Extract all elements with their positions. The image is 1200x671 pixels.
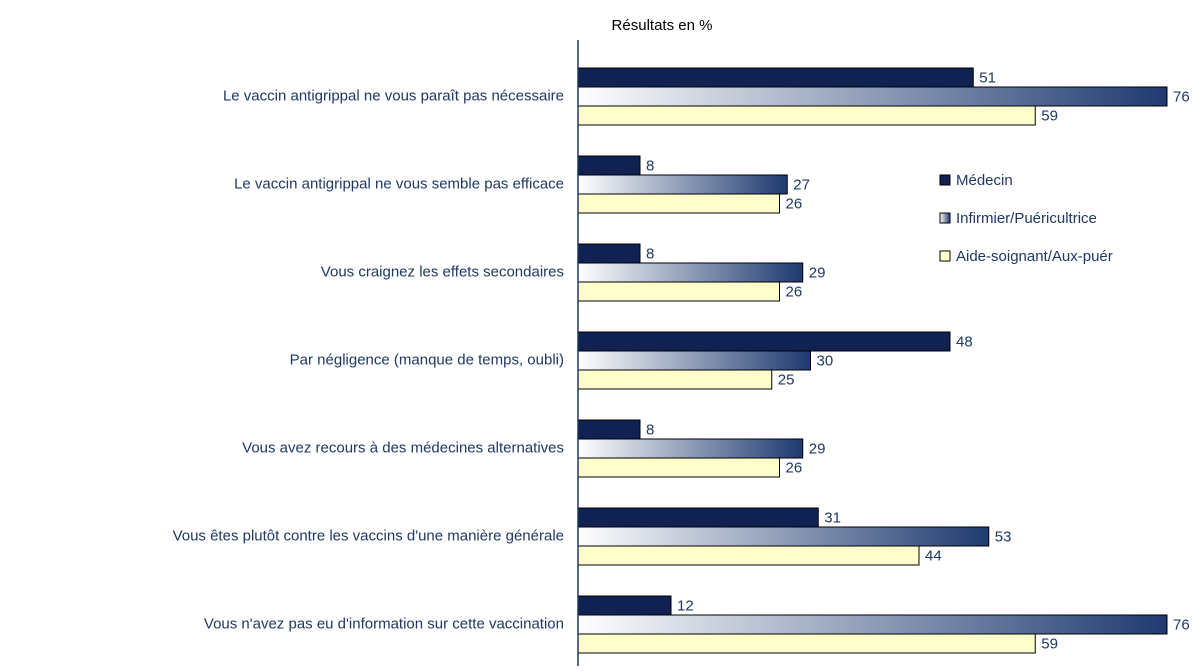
- value-label: 26: [786, 195, 803, 212]
- value-label: 8: [646, 421, 654, 438]
- category-label: Vous êtes plutôt contre les vaccins d'un…: [173, 527, 564, 544]
- bar: [577, 545, 920, 566]
- legend-label: Aide-soignant/Aux-puér: [956, 248, 1113, 265]
- value-label: 76: [1173, 88, 1190, 105]
- value-label: 29: [809, 264, 826, 281]
- value-label: 26: [786, 283, 803, 300]
- bar: [577, 438, 804, 459]
- value-label: 29: [809, 440, 826, 457]
- axis-label: Résultats en %: [612, 17, 713, 34]
- bar: [577, 86, 1168, 107]
- value-label: 51: [979, 69, 996, 86]
- category-label: Vous avez recours à des médecines altern…: [242, 439, 564, 456]
- legend-swatch: [939, 174, 951, 186]
- bar: [577, 526, 990, 547]
- value-label: 8: [646, 245, 654, 262]
- bar: [577, 105, 1036, 126]
- bar: [577, 457, 780, 478]
- value-label: 12: [677, 597, 694, 614]
- category-label: Par négligence (manque de temps, oubli): [290, 351, 564, 368]
- category-label: Le vaccin antigrippal ne vous semble pas…: [234, 175, 564, 192]
- bar: [577, 281, 780, 302]
- value-label: 8: [646, 157, 654, 174]
- value-label: 31: [824, 509, 841, 526]
- bar: [577, 262, 804, 283]
- value-label: 59: [1041, 635, 1058, 652]
- bar: [577, 369, 773, 390]
- value-label: 27: [793, 176, 810, 193]
- bar: [577, 633, 1036, 654]
- value-label: 53: [995, 528, 1012, 545]
- value-label: 44: [925, 547, 942, 564]
- bar: [577, 243, 641, 264]
- bar: [577, 614, 1168, 635]
- value-label: 25: [778, 371, 795, 388]
- bar: [577, 174, 788, 195]
- bar: [577, 350, 811, 371]
- category-label: Le vaccin antigrippal ne vous paraît pas…: [223, 87, 564, 104]
- legend-label: Infirmier/Puéricultrice: [956, 210, 1097, 227]
- bar: [577, 507, 819, 528]
- bar: [577, 193, 780, 214]
- category-label: Vous craignez les effets secondaires: [321, 263, 564, 280]
- value-label: 76: [1173, 616, 1190, 633]
- category-label: Vous n'avez pas eu d'information sur cet…: [204, 615, 564, 632]
- bar: [577, 67, 974, 88]
- legend-swatch: [939, 250, 951, 262]
- value-label: 59: [1041, 107, 1058, 124]
- bar: [577, 419, 641, 440]
- bar: [577, 595, 672, 616]
- value-label: 26: [786, 459, 803, 476]
- bar: [577, 331, 951, 352]
- value-label: 48: [956, 333, 973, 350]
- value-label: 30: [817, 352, 834, 369]
- legend-swatch: [939, 212, 951, 224]
- legend-label: Médecin: [956, 172, 1013, 189]
- bar: [577, 155, 641, 176]
